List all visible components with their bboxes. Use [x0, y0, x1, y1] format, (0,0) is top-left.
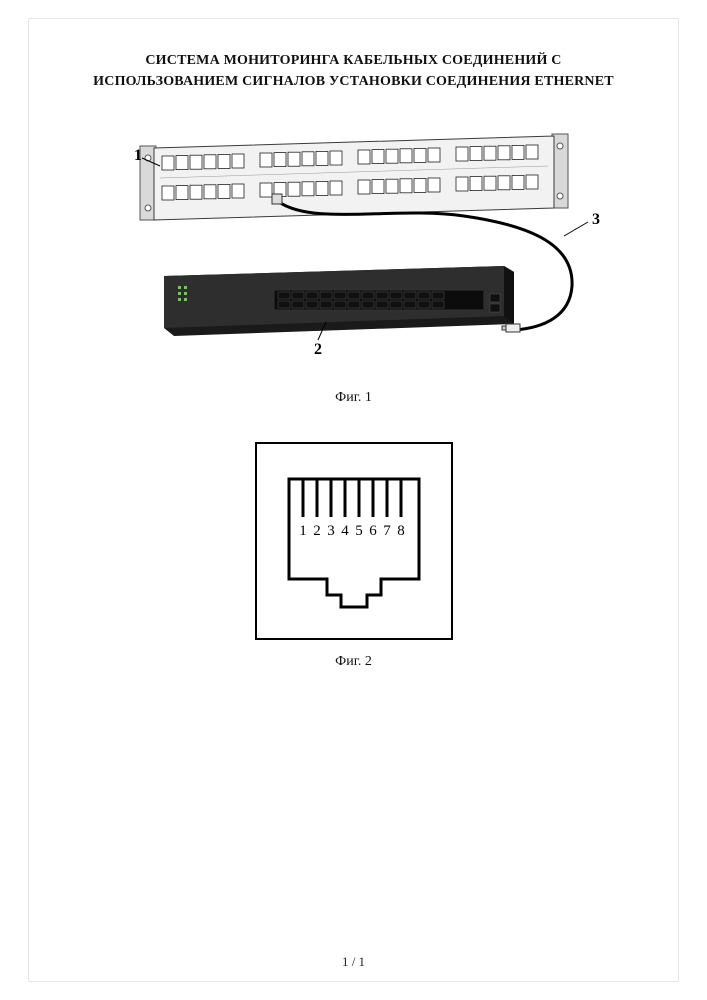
pin-label-1: 1	[299, 523, 307, 539]
pin-label-8: 8	[397, 523, 405, 539]
pin-label-2: 2	[313, 523, 321, 539]
title-line-2: ИСПОЛЬЗОВАНИЕМ СИГНАЛОВ УСТАНОВКИ СОЕДИН…	[93, 74, 614, 89]
pin-label-7: 7	[383, 523, 391, 539]
figure1-label-3: 3	[592, 211, 600, 228]
figure1-label-1: 1	[134, 147, 142, 164]
figure-2: 1 2 3 4 5 6 7 8	[255, 442, 453, 640]
figure1-label-2: 2	[314, 341, 322, 358]
patent-figure-page: СИСТЕМА МОНИТОРИНГА КАБЕЛЬНЫХ СОЕДИНЕНИЙ…	[0, 0, 707, 1000]
page-number: 1 / 1	[0, 954, 707, 970]
pin-label-4: 4	[341, 523, 349, 539]
pin-label-3: 3	[327, 523, 335, 539]
pin-label-5: 5	[355, 523, 363, 539]
pin-label-6: 6	[369, 523, 377, 539]
figure-1-caption: Фиг. 1	[55, 390, 652, 406]
rj45-jack-icon: 1 2 3 4 5 6 7 8	[269, 461, 439, 621]
page-title: СИСТЕМА МОНИТОРИНГА КАБЕЛЬНЫХ СОЕДИНЕНИЙ…	[55, 50, 652, 92]
figure-2-caption: Фиг. 2	[55, 654, 652, 670]
figure-1: 1	[94, 116, 614, 376]
title-line-1: СИСТЕМА МОНИТОРИНГА КАБЕЛЬНЫХ СОЕДИНЕНИЙ…	[145, 53, 561, 68]
